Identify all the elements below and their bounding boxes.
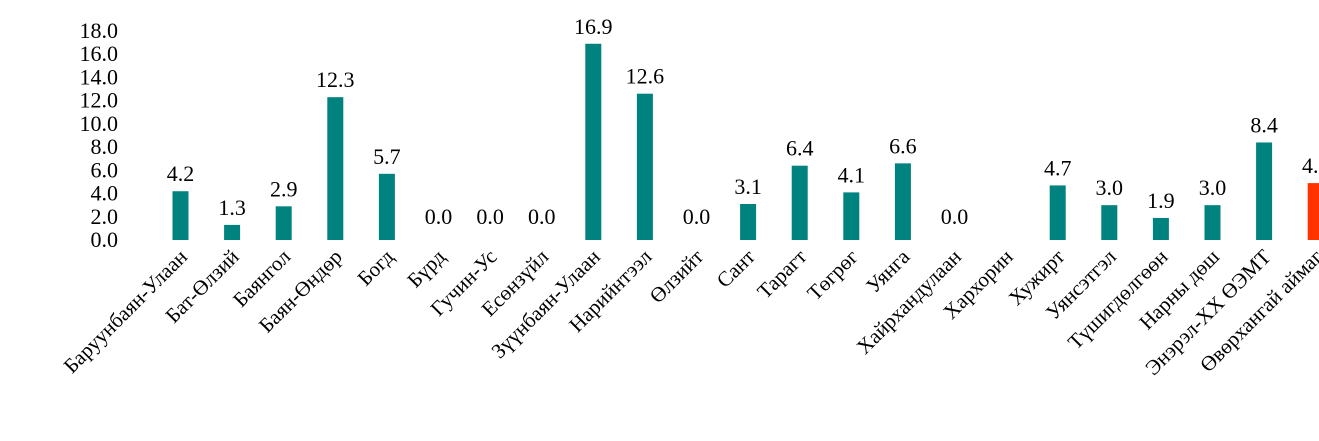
bar	[378, 173, 395, 240]
data-label: 0.0	[425, 204, 453, 229]
bar	[1152, 217, 1169, 240]
y-tick-label: 12.0	[80, 88, 119, 113]
bar	[224, 224, 241, 240]
data-label: 12.6	[626, 64, 665, 89]
x-tick-label: Тарагт	[752, 245, 811, 304]
bar	[275, 206, 292, 240]
data-label: 8.4	[1250, 112, 1278, 137]
bar	[327, 97, 344, 240]
data-label: 4.9	[1302, 153, 1319, 178]
data-label: 3.1	[734, 174, 762, 199]
x-tick-label: Өлзийт	[645, 245, 708, 308]
y-tick-label: 18.0	[80, 18, 119, 43]
data-label: 0.0	[941, 204, 969, 229]
y-tick-label: 4.0	[91, 181, 119, 206]
bar	[636, 93, 653, 240]
bar	[1049, 185, 1066, 240]
y-tick-label: 0.0	[91, 227, 119, 252]
y-tick-label: 16.0	[80, 41, 119, 66]
bar	[843, 192, 860, 240]
x-axis-labels-group: Баруунбаян-УлаанБат-ӨлзийБаянголБаян-Өнд…	[59, 244, 1319, 380]
y-tick-label: 8.0	[91, 134, 119, 159]
y-tick-label: 2.0	[91, 204, 119, 229]
data-label: 16.9	[574, 14, 613, 39]
data-label: 12.3	[316, 67, 355, 92]
bar	[172, 191, 189, 240]
bar	[1307, 183, 1319, 240]
data-label: 5.7	[373, 144, 401, 169]
data-label: 0.0	[683, 204, 711, 229]
data-label: 3.0	[1096, 175, 1124, 200]
data-label: 6.4	[786, 136, 814, 161]
x-tick-label: Богд	[353, 244, 399, 290]
bars-group	[172, 43, 1319, 241]
data-label: 1.9	[1147, 188, 1175, 213]
data-label: 6.6	[889, 133, 917, 158]
data-label: 1.3	[218, 195, 246, 220]
x-tick-label: Төгрөг	[802, 244, 863, 305]
bar	[740, 204, 757, 240]
data-labels-group: 4.2 1.3 2.9 12.3 5.7 0.0 0.0 0.0 16.9 12.6 0.0 3.1 6…	[167, 14, 1319, 229]
y-tick-label: 14.0	[80, 64, 119, 89]
bar	[585, 43, 602, 241]
data-label: 4.7	[1044, 155, 1072, 180]
bar	[1256, 142, 1273, 240]
data-label: 2.9	[270, 176, 298, 201]
data-label: 3.0	[1199, 175, 1227, 200]
y-tick-label: 6.0	[91, 157, 119, 182]
bar	[1204, 205, 1221, 240]
y-axis: 0.02.04.06.08.010.012.014.016.018.0	[80, 18, 119, 252]
bar	[894, 163, 911, 240]
data-label: 0.0	[476, 204, 504, 229]
bar	[791, 165, 808, 240]
y-tick-label: 10.0	[80, 111, 119, 136]
data-label: 0.0	[528, 204, 556, 229]
data-label: 4.2	[167, 161, 195, 186]
bar	[1101, 205, 1118, 240]
data-label: 4.1	[838, 162, 866, 187]
